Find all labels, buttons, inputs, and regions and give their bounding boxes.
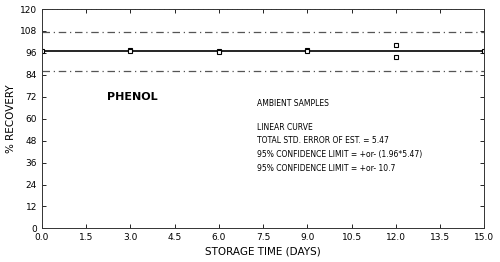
Text: LINEAR CURVE: LINEAR CURVE	[257, 123, 313, 132]
Y-axis label: % RECOVERY: % RECOVERY	[6, 84, 16, 153]
X-axis label: STORAGE TIME (DAYS): STORAGE TIME (DAYS)	[205, 247, 321, 256]
Text: AMBIENT SAMPLES: AMBIENT SAMPLES	[257, 99, 329, 108]
Text: 95% CONFIDENCE LIMIT = +or- 10.7: 95% CONFIDENCE LIMIT = +or- 10.7	[257, 164, 396, 173]
Text: PHENOL: PHENOL	[106, 92, 158, 102]
Text: TOTAL STD. ERROR OF EST. = 5.47: TOTAL STD. ERROR OF EST. = 5.47	[257, 136, 389, 145]
Text: 95% CONFIDENCE LIMIT = +or- (1.96*5.47): 95% CONFIDENCE LIMIT = +or- (1.96*5.47)	[257, 150, 422, 159]
